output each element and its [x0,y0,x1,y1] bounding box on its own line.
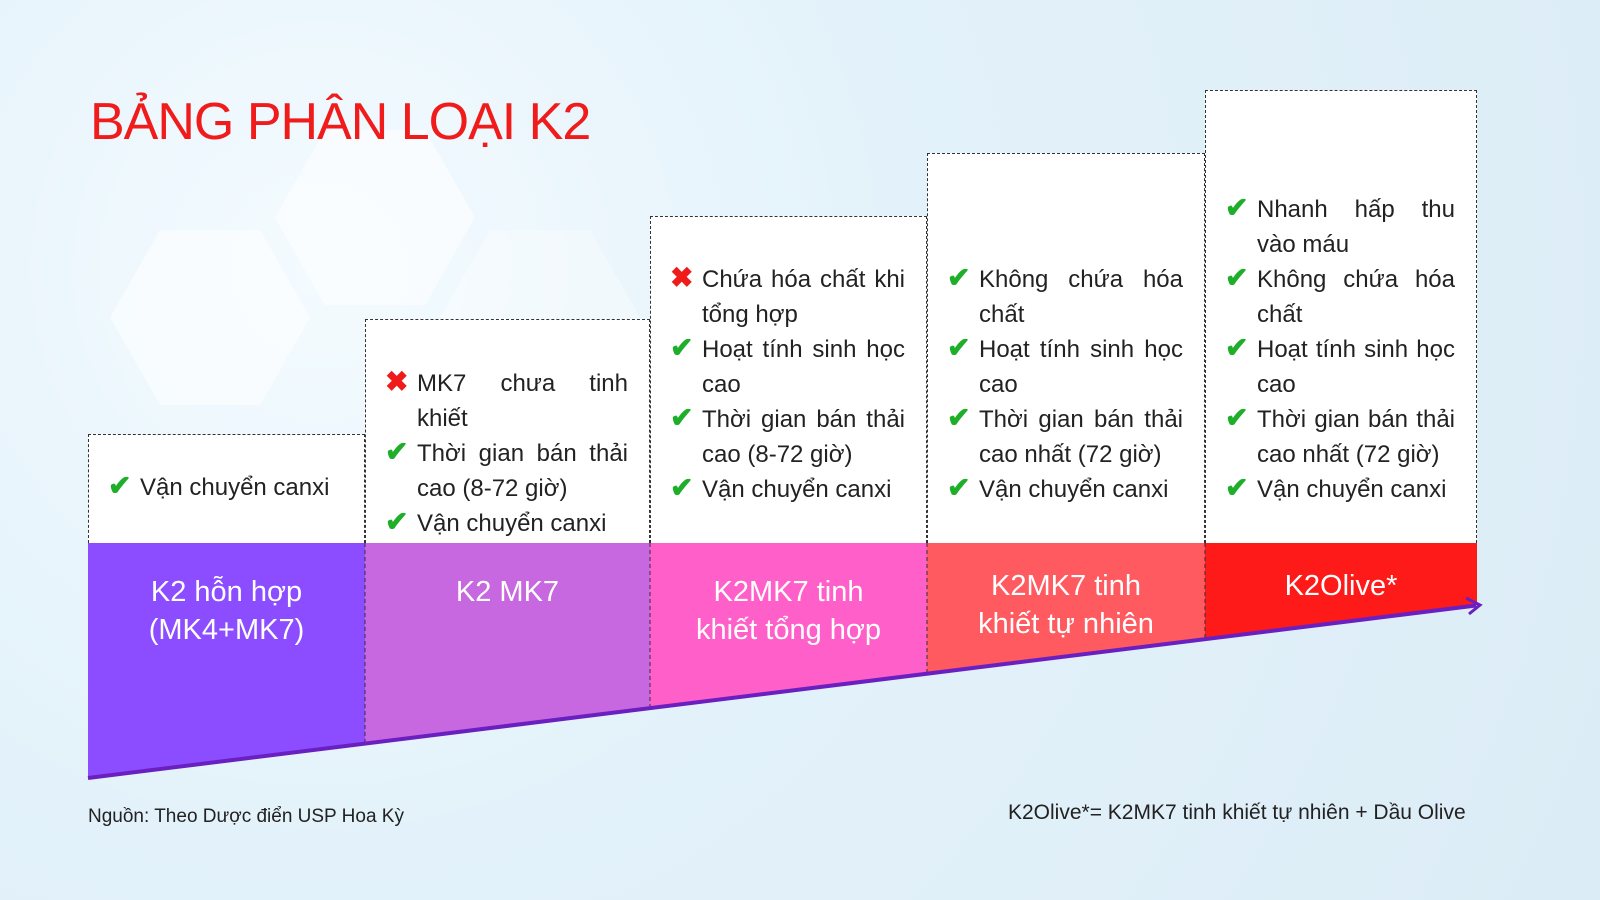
feature-text: Hoạt tính sinh học cao [979,336,1183,398]
check-icon: ✔ [385,506,409,537]
feature-text: Vận chuyển canxi [1257,476,1447,503]
feature-text: Vận chuyển canxi [702,476,892,503]
category-label: K2 MK7 [455,576,560,608]
category-label: K2MK7 tinh khiết tự nhiên [978,570,1154,640]
category-label: K2 hỗn hợp (MK4+MK7) [148,576,305,646]
feature-text: Thời gian bán thải cao nhất (72 giờ) [979,406,1183,468]
feature-text: Vận chuyển canxi [140,474,330,501]
band-2 [365,543,650,744]
check-icon: ✔ [947,472,971,503]
feature-item: ✔ Vận chuyển canxi [670,472,905,507]
check-icon: ✔ [947,332,971,363]
band-3 [650,543,927,709]
page-title: BẢNG PHÂN LOẠI K2 [90,93,591,151]
footnote: K2Olive*= K2MK7 tinh khiết tự nhiên + Dầ… [1008,801,1466,824]
feature-list: ✖ Chứa hóa chất khi tổng hợp ✔ Hoạt tính si… [670,262,905,507]
cross-icon: ✖ [670,262,694,293]
feature-text: Vận chuyển canxi [979,476,1169,503]
feature-item: ✖ Chứa hóa chất khi tổng hợp [670,262,905,332]
arrow-head-icon [1465,596,1483,616]
category-label: K2MK7 tinh khiết tổng hợp [695,576,882,646]
feature-text: Thời gian bán thải cao (8-72 giờ) [417,440,628,502]
feature-list: ✔ Không chứa hóa chất ✔ Hoạt tính sinh học … [947,262,1183,507]
feature-text: Hoạt tính sinh học cao [1257,336,1455,398]
column-box-2 [365,319,650,543]
check-icon: ✔ [385,436,409,467]
feature-item: ✔ Nhanh hấp thu vào máu [1225,192,1455,262]
feature-item: ✔ Thời gian bán thải cao (8-72 giờ) [670,402,905,472]
feature-item: ✔ Thời gian bán thải cao (8-72 giờ) [385,436,628,506]
feature-item: ✔ Không chứa hóa chất [1225,262,1455,332]
feature-text: Không chứa hóa chất [1257,266,1455,328]
category-label: K2Olive* [1284,570,1398,602]
feature-text: Vận chuyển canxi [417,510,607,537]
check-icon: ✔ [108,470,132,501]
feature-item: ✔ Vận chuyển canxi [385,506,628,541]
feature-list: ✖ MK7 chưa tinh khiết ✔ Thời gian bán thải … [385,366,628,541]
column-box-1 [88,434,365,543]
feature-item: ✔ Vận chuyển canxi [1225,472,1455,507]
check-icon: ✔ [670,402,694,433]
trend-arrow-line [87,603,1477,780]
feature-item: ✔ Hoạt tính sinh học cao [670,332,905,402]
check-icon: ✔ [1225,472,1249,503]
cross-icon: ✖ [385,366,409,397]
band-1 [88,543,365,778]
feature-text: Hoạt tính sinh học cao [702,336,905,398]
feature-item: ✔ Không chứa hóa chất [947,262,1183,332]
feature-list: ✔ Nhanh hấp thu vào máu ✔ Không chứa hóa ch… [1225,192,1455,507]
background-hexagon [275,130,475,305]
check-icon: ✔ [1225,262,1249,293]
feature-item: ✔ Vận chuyển canxi [947,472,1183,507]
feature-text: Nhanh hấp thu vào máu [1257,196,1455,258]
check-icon: ✔ [1225,332,1249,363]
column-box-3 [650,216,927,543]
feature-text: Chứa hóa chất khi tổng hợp [702,266,905,328]
feature-text: MK7 chưa tinh khiết [417,370,628,432]
band-4 [927,543,1205,674]
column-box-5 [1205,90,1477,543]
check-icon: ✔ [947,262,971,293]
column-box-4 [927,153,1205,543]
band-5 [1205,543,1477,640]
feature-text: Thời gian bán thải cao (8-72 giờ) [702,406,905,468]
feature-item: ✔ Thời gian bán thải cao nhất (72 giờ) [1225,402,1455,472]
feature-item: ✔ Vận chuyển canxi [108,470,343,505]
check-icon: ✔ [1225,402,1249,433]
feature-item: ✔ Thời gian bán thải cao nhất (72 giờ) [947,402,1183,472]
check-icon: ✔ [947,402,971,433]
feature-text: Thời gian bán thải cao nhất (72 giờ) [1257,406,1455,468]
check-icon: ✔ [670,472,694,503]
feature-item: ✖ MK7 chưa tinh khiết [385,366,628,436]
feature-item: ✔ Hoạt tính sinh học cao [947,332,1183,402]
feature-list: ✔ Vận chuyển canxi [108,470,343,505]
check-icon: ✔ [1225,192,1249,223]
feature-text: Không chứa hóa chất [979,266,1183,328]
source-note: Nguồn: Theo Dược điển USP Hoa Kỳ [88,806,404,827]
feature-item: ✔ Hoạt tính sinh học cao [1225,332,1455,402]
check-icon: ✔ [670,332,694,363]
